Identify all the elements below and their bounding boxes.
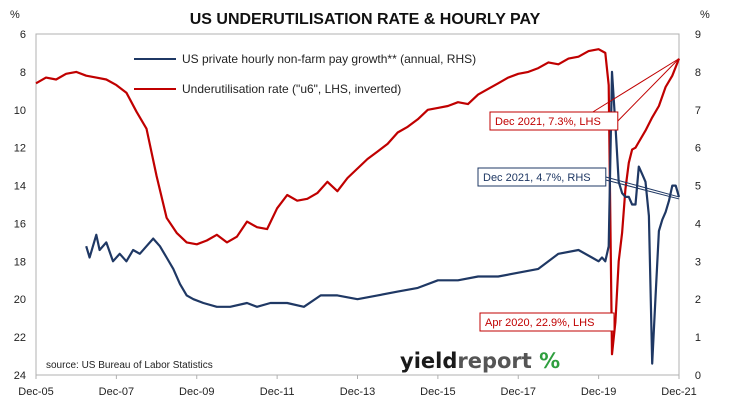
left-tick-label: 6: [20, 29, 26, 41]
left-tick-label: 12: [14, 143, 26, 155]
logo-part-report: report: [457, 349, 531, 373]
annotation-layer: Dec 2021, 7.3%, LHS Dec 2021, 4.7%, RHS Ap…: [477, 58, 680, 355]
x-tick-label: Dec-11: [260, 386, 295, 398]
logo-percent: %: [539, 349, 560, 373]
annotation: Dec 2021, 4.7%, RHS: [477, 167, 680, 200]
left-axis-unit: %: [10, 9, 20, 21]
annotation-leader: [605, 179, 680, 200]
legend-label-underutilisation: Underutilisation rate ("u6", LHS, invert…: [182, 82, 401, 96]
right-tick-label: 3: [695, 256, 701, 268]
right-tick-label: 8: [695, 67, 701, 79]
series-line-underutilisation: [35, 48, 681, 356]
left-tick-label: 10: [14, 105, 26, 117]
annotation-leader: [605, 176, 680, 198]
left-tick-label: 16: [14, 218, 26, 230]
right-tick-label: 7: [695, 105, 701, 117]
right-tick-label: 2: [695, 294, 701, 306]
annotation-text: Dec 2021, 7.3%, LHS: [495, 116, 601, 128]
x-tick-label: Dec-05: [18, 386, 53, 398]
annotation-text: Dec 2021, 4.7%, RHS: [483, 172, 591, 184]
x-tick-label: Dec-09: [179, 386, 214, 398]
logo-wordmark: yieldreport %: [400, 349, 560, 373]
right-tick-label: 1: [695, 332, 701, 344]
left-tick-label: 18: [14, 256, 26, 268]
left-tick-label: 22: [14, 332, 26, 344]
annotation: Dec 2021, 7.3%, LHS: [489, 58, 680, 131]
right-axis: 0 1 2 3 4 5 6 7 8 9: [695, 29, 701, 382]
chart-title: US UNDERUTILISATION RATE & HOURLY PAY: [190, 11, 541, 28]
x-axis: Dec-05 Dec-07 Dec-09 Dec-11 Dec-13 Dec-15 Dec-…: [18, 375, 697, 398]
x-tick-label: Dec-07: [99, 386, 134, 398]
yieldreport-logo: yieldreport %: [400, 349, 560, 373]
right-tick-label: 6: [695, 143, 701, 155]
annotation-box: [489, 111, 619, 131]
left-tick-label: 8: [20, 67, 26, 79]
annotation-box: [477, 167, 607, 187]
left-tick-label: 24: [14, 370, 26, 382]
annotation-leader: [617, 58, 680, 122]
right-tick-label: 0: [695, 370, 701, 382]
series-line-pay-growth: [85, 70, 681, 365]
legend: US private hourly non-farm pay growth** …: [134, 52, 476, 96]
x-tick-label: Dec-21: [661, 386, 696, 398]
x-tick-label: Dec-13: [340, 386, 375, 398]
right-axis-unit: %: [700, 9, 710, 21]
annotation-box: [479, 312, 615, 332]
right-tick-label: 5: [695, 181, 701, 193]
x-tick-label: Dec-17: [501, 386, 536, 398]
series-layer: [35, 48, 681, 365]
left-tick-label: 14: [14, 181, 26, 193]
right-tick-label: 4: [695, 218, 701, 230]
x-tick-label: Dec-15: [420, 386, 455, 398]
annotation: Apr 2020, 22.9%, LHS: [479, 312, 615, 355]
left-tick-label: 20: [14, 294, 26, 306]
annotation-text: Apr 2020, 22.9%, LHS: [485, 317, 594, 329]
annotation-leader: [592, 58, 680, 113]
x-tick-label: Dec-19: [581, 386, 616, 398]
legend-label-pay-growth: US private hourly non-farm pay growth** …: [182, 52, 476, 66]
source-note: source: US Bureau of Labor Statistics: [46, 360, 213, 371]
left-axis: 6 8 10 12 14 16 18 20 22 24: [14, 29, 26, 382]
right-tick-label: 9: [695, 29, 701, 41]
logo-part-yield: yield: [400, 349, 457, 373]
